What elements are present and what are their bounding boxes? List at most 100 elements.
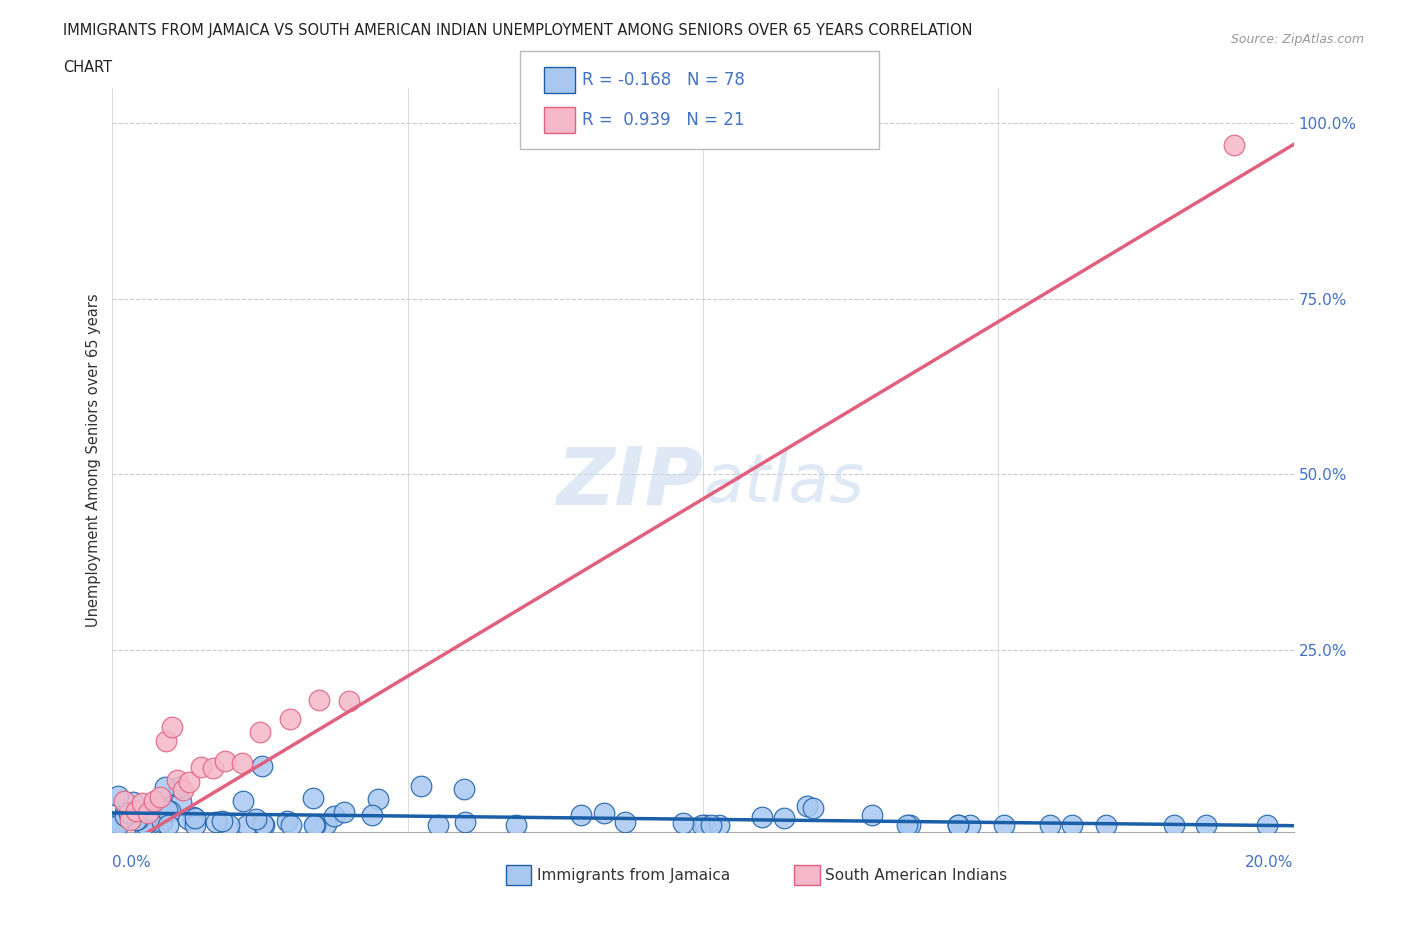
Point (796, 799, 818, 814)
Point (149, 790, 172, 804)
Point (302, 790, 325, 805)
Point (308, 692, 330, 707)
Point (214, 754, 236, 769)
Point (315, 817, 337, 831)
Point (118, 805, 141, 820)
Point (156, 803, 179, 817)
Point (205, 815, 228, 830)
Point (159, 804, 181, 818)
Point (801, 801, 824, 816)
Point (201, 761, 224, 776)
Point (693, 817, 716, 832)
Point (1256, 817, 1278, 832)
Y-axis label: Unemployment Among Seniors over 65 years: Unemployment Among Seniors over 65 years (86, 294, 101, 627)
Point (427, 817, 450, 832)
Point (409, 778, 432, 793)
Point (1163, 817, 1185, 832)
Point (160, 720, 183, 735)
Text: South American Indians: South American Indians (825, 868, 1008, 883)
Point (114, 809, 136, 824)
Point (114, 804, 136, 819)
Point (127, 811, 149, 826)
Text: R =  0.939   N = 21: R = 0.939 N = 21 (582, 111, 745, 129)
Point (860, 808, 883, 823)
Point (302, 817, 325, 832)
Point (692, 817, 714, 832)
Point (236, 817, 259, 832)
Point (993, 817, 1015, 832)
Point (232, 793, 254, 808)
Point (304, 817, 326, 832)
Point (142, 793, 165, 808)
Point (177, 811, 200, 826)
Point (125, 804, 148, 818)
Point (337, 694, 360, 709)
Point (454, 815, 477, 830)
Point (107, 816, 129, 830)
Point (153, 779, 176, 794)
Point (132, 817, 155, 832)
Point (139, 812, 162, 827)
Text: Source: ZipAtlas.com: Source: ZipAtlas.com (1230, 33, 1364, 46)
Point (505, 817, 527, 832)
Point (135, 814, 157, 829)
Point (333, 804, 356, 819)
Point (672, 816, 695, 830)
Point (166, 773, 188, 788)
Point (1195, 817, 1218, 832)
Point (453, 781, 475, 796)
Point (141, 804, 163, 818)
Point (250, 759, 273, 774)
Point (172, 782, 194, 797)
Point (134, 817, 156, 831)
Point (120, 812, 142, 827)
Point (183, 817, 205, 832)
Text: atlas: atlas (703, 450, 865, 515)
Point (211, 814, 233, 829)
Point (107, 789, 129, 804)
Point (1039, 817, 1062, 832)
Point (772, 811, 794, 826)
Point (360, 807, 382, 822)
Point (139, 803, 162, 817)
Point (707, 817, 730, 832)
Point (107, 817, 129, 832)
Text: R = -0.168   N = 78: R = -0.168 N = 78 (582, 71, 745, 89)
Text: ZIP: ZIP (555, 444, 703, 522)
Point (1223, 137, 1246, 152)
Point (1095, 817, 1118, 832)
Point (278, 711, 301, 726)
Text: 0.0%: 0.0% (112, 855, 152, 870)
Point (121, 810, 143, 825)
Point (149, 816, 172, 830)
Point (156, 817, 179, 832)
Point (167, 779, 190, 794)
Point (181, 809, 204, 824)
Point (896, 817, 918, 832)
Point (569, 808, 592, 823)
Point (218, 817, 240, 832)
Point (136, 805, 159, 820)
Point (231, 756, 253, 771)
Point (276, 814, 298, 829)
Point (183, 810, 205, 825)
Point (122, 794, 145, 809)
Point (946, 817, 969, 832)
Point (149, 794, 172, 809)
Point (323, 808, 346, 823)
Point (614, 814, 637, 829)
Point (112, 793, 135, 808)
Text: IMMIGRANTS FROM JAMAICA VS SOUTH AMERICAN INDIAN UNEMPLOYMENT AMONG SENIORS OVER: IMMIGRANTS FROM JAMAICA VS SOUTH AMERICA… (63, 23, 973, 38)
Point (367, 791, 389, 806)
Text: CHART: CHART (63, 60, 112, 75)
Point (751, 810, 773, 825)
Point (190, 760, 212, 775)
Point (252, 817, 274, 831)
Point (1062, 817, 1084, 832)
Point (253, 817, 276, 832)
Point (179, 774, 201, 789)
Point (245, 812, 267, 827)
Text: Immigrants from Jamaica: Immigrants from Jamaica (537, 868, 730, 883)
Point (898, 817, 921, 832)
Point (948, 817, 970, 832)
